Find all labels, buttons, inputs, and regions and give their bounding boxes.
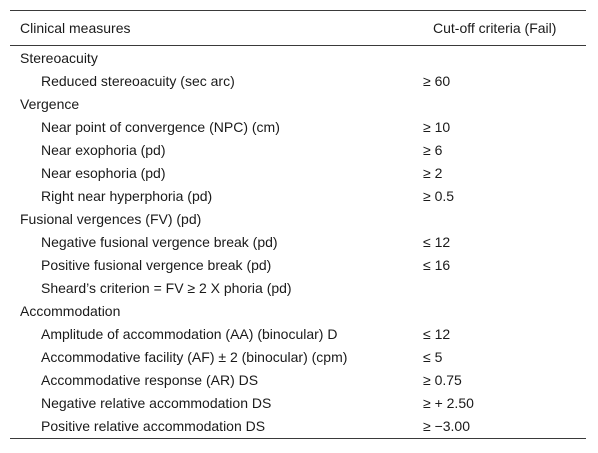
cutoff-value: ≤ 16 — [423, 256, 451, 273]
section-label: Accommodation — [20, 302, 121, 319]
cutoff-value: ≥ + 2.50 — [423, 394, 474, 411]
table-row: Negative relative accommodation DS ≥ + 2… — [10, 391, 586, 414]
measure-label: Accommodative response (AR) DS — [41, 371, 259, 388]
table-row: Accommodative response (AR) DS ≥ 0.75 — [10, 368, 586, 391]
clinical-criteria-table: Clinical measures Cut-off criteria (Fail… — [10, 10, 586, 439]
table-row: Vergence — [10, 92, 586, 115]
section-label: Vergence — [20, 95, 80, 112]
cutoff-value: ≤ 12 — [423, 233, 451, 250]
measure-label: Near esophoria (pd) — [41, 164, 166, 181]
table-row: Near point of convergence (NPC) (cm) ≥ 1… — [10, 115, 586, 138]
header-clinical-measures: Clinical measures — [20, 20, 131, 36]
table-row: Accommodative facility (AF) ± 2 (binocul… — [10, 345, 586, 368]
measure-label: Reduced stereoacuity (sec arc) — [41, 72, 235, 89]
table-row: Amplitude of accommodation (AA) (binocul… — [10, 322, 586, 345]
measure-label: Right near hyperphoria (pd) — [41, 187, 213, 204]
cutoff-value: ≤ 12 — [423, 325, 451, 342]
table-row: Sheard’s criterion = FV ≥ 2 X phoria (pd… — [10, 276, 586, 299]
header-cutoff-criteria: Cut-off criteria (Fail) — [433, 20, 557, 36]
table-row: Positive fusional vergence break (pd) ≤ … — [10, 253, 586, 276]
measure-label: Negative fusional vergence break (pd) — [41, 233, 278, 250]
table-row: Positive relative accommodation DS ≥ −3.… — [10, 414, 586, 438]
section-label: Stereoacuity — [20, 49, 98, 66]
cutoff-value: ≥ 60 — [423, 72, 451, 89]
measure-label: Accommodative facility (AF) ± 2 (binocul… — [41, 348, 348, 365]
cutoff-value: ≥ −3.00 — [423, 418, 470, 434]
section-label: Fusional vergences (FV) (pd) — [20, 210, 202, 227]
measure-label: Near point of convergence (NPC) (cm) — [41, 118, 280, 135]
cutoff-value: ≥ 2 — [423, 164, 443, 181]
cutoff-value: ≥ 0.5 — [423, 187, 455, 204]
table-row: Fusional vergences (FV) (pd) — [10, 207, 586, 230]
measure-label: Sheard’s criterion = FV ≥ 2 X phoria (pd… — [41, 279, 292, 296]
measure-label: Positive fusional vergence break (pd) — [41, 256, 272, 273]
table-header-row: Clinical measures Cut-off criteria (Fail… — [10, 11, 586, 46]
measure-label: Near exophoria (pd) — [41, 141, 166, 158]
cutoff-value: ≤ 5 — [423, 348, 443, 365]
table-row: Accommodation — [10, 299, 586, 322]
table-row: Right near hyperphoria (pd) ≥ 0.5 — [10, 184, 586, 207]
measure-label: Negative relative accommodation DS — [41, 394, 272, 411]
table-row: Near esophoria (pd) ≥ 2 — [10, 161, 586, 184]
table-row: Near exophoria (pd) ≥ 6 — [10, 138, 586, 161]
table-row: Reduced stereoacuity (sec arc) ≥ 60 — [10, 69, 586, 92]
measure-label: Amplitude of accommodation (AA) (binocul… — [41, 325, 338, 342]
cutoff-value: ≥ 6 — [423, 141, 443, 158]
table-row: Negative fusional vergence break (pd) ≤ … — [10, 230, 586, 253]
cutoff-value: ≥ 0.75 — [423, 371, 462, 388]
table-row: Stereoacuity — [10, 46, 586, 69]
cutoff-value: ≥ 10 — [423, 118, 451, 135]
measure-label: Positive relative accommodation DS — [41, 418, 266, 434]
